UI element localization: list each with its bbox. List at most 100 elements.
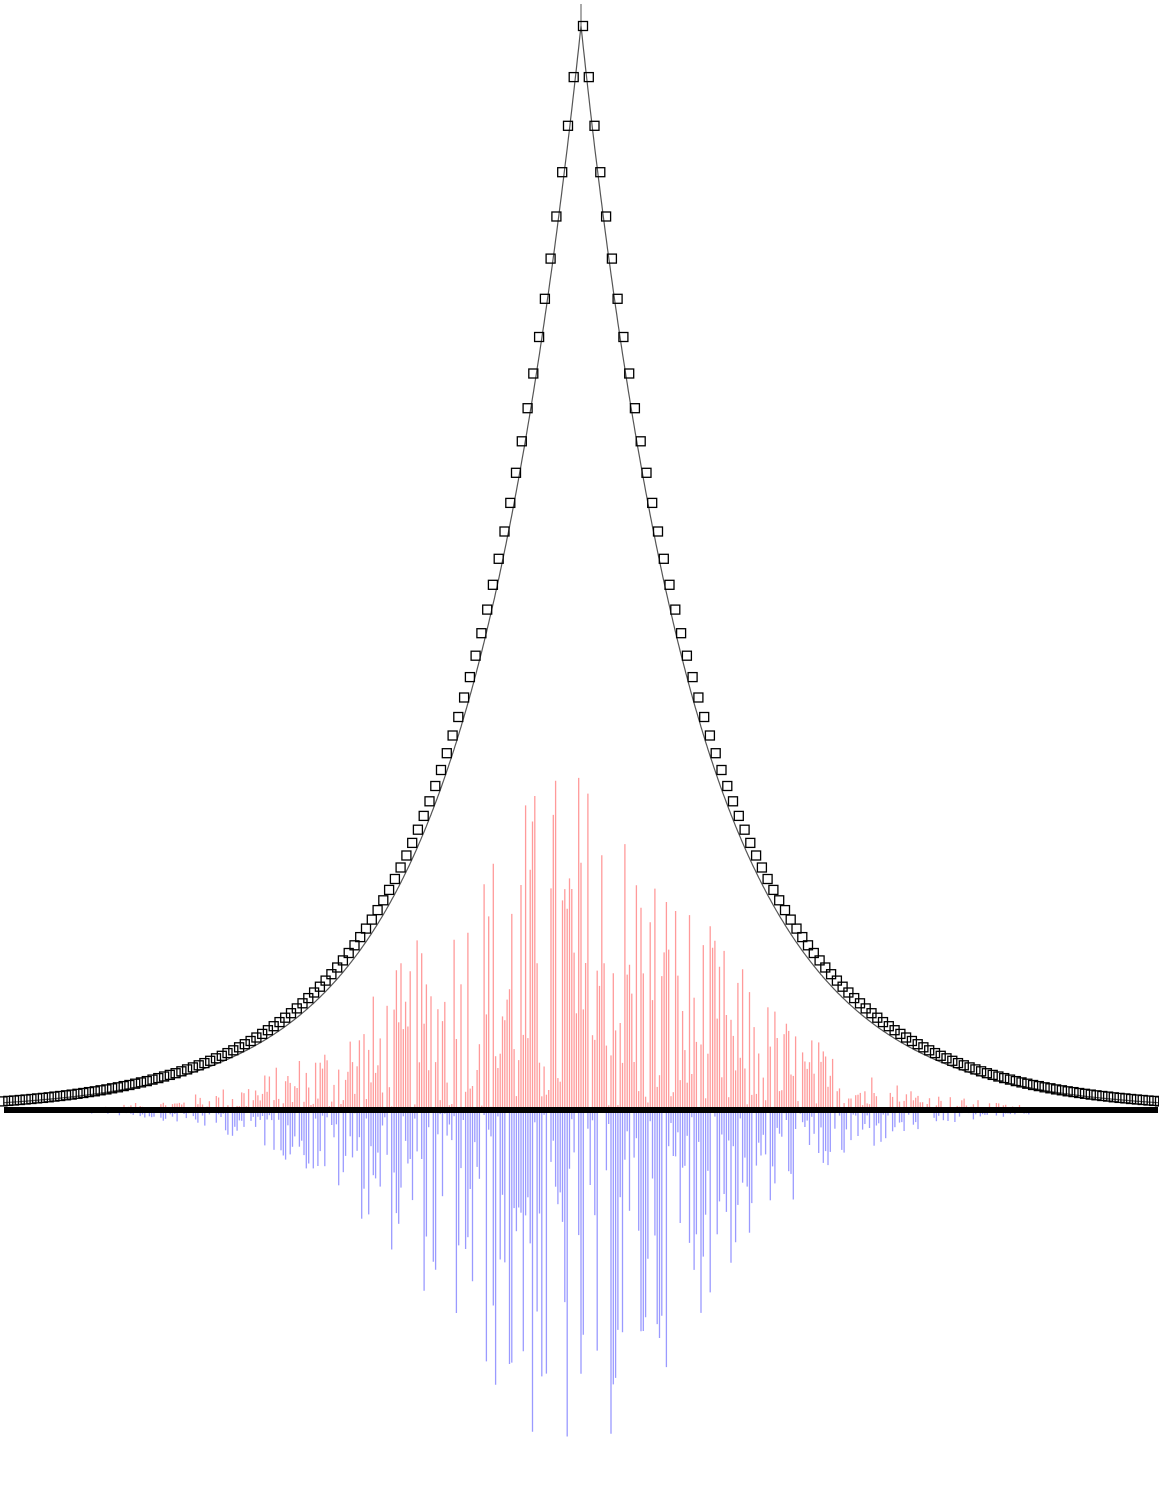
data-point-marker bbox=[577, 20, 589, 32]
data-point-marker bbox=[750, 850, 762, 861]
data-point-marker bbox=[1085, 1089, 1096, 1100]
data-point-marker bbox=[147, 1074, 158, 1085]
data-point-marker bbox=[383, 884, 395, 896]
data-point-marker bbox=[199, 1057, 210, 1069]
data-point-marker bbox=[164, 1069, 175, 1081]
data-point-marker bbox=[187, 1062, 199, 1073]
data-point-marker bbox=[528, 368, 539, 379]
data-point-marker bbox=[297, 998, 308, 1009]
data-point-marker bbox=[499, 526, 510, 537]
data-point-marker bbox=[458, 692, 470, 703]
data-point-marker bbox=[1108, 1092, 1119, 1103]
data-point-marker bbox=[539, 293, 551, 304]
data-point-marker bbox=[895, 1028, 906, 1040]
data-point-marker bbox=[802, 940, 814, 951]
data-point-marker bbox=[447, 730, 458, 741]
data-point-marker bbox=[424, 796, 435, 807]
data-point-marker bbox=[1010, 1075, 1021, 1087]
data-point-marker bbox=[522, 403, 533, 414]
data-point-marker bbox=[975, 1066, 987, 1077]
data-point-marker bbox=[43, 1092, 54, 1103]
data-point-marker bbox=[37, 1092, 49, 1104]
data-point-marker bbox=[568, 71, 579, 83]
data-point-marker bbox=[583, 71, 594, 83]
data-point-marker bbox=[176, 1066, 187, 1077]
data-point-marker bbox=[389, 873, 401, 885]
data-point-marker bbox=[26, 1093, 37, 1105]
data-point-marker bbox=[516, 436, 527, 447]
data-point-marker bbox=[308, 987, 320, 998]
data-point-marker bbox=[808, 947, 819, 959]
data-point-marker bbox=[0, 1096, 8, 1107]
data-point-marker bbox=[889, 1025, 900, 1036]
data-point-marker bbox=[641, 467, 652, 478]
data-point-marker bbox=[95, 1085, 106, 1096]
data-point-marker bbox=[964, 1062, 975, 1073]
data-point-marker bbox=[14, 1094, 25, 1106]
data-point-marker bbox=[1033, 1080, 1044, 1092]
data-point-marker bbox=[941, 1053, 952, 1064]
data-point-marker bbox=[1114, 1092, 1125, 1104]
data-point-marker bbox=[1120, 1093, 1131, 1104]
data-point-marker bbox=[785, 914, 796, 925]
data-point-marker bbox=[912, 1039, 923, 1050]
data-point-marker bbox=[1004, 1074, 1016, 1085]
data-point-marker bbox=[8, 1095, 20, 1106]
data-point-marker bbox=[924, 1045, 935, 1056]
data-point-marker bbox=[493, 553, 504, 564]
data-point-marker bbox=[629, 403, 641, 414]
data-point-marker bbox=[551, 211, 562, 222]
data-point-marker bbox=[762, 873, 773, 885]
data-point-marker bbox=[505, 497, 516, 509]
data-point-marker bbox=[797, 931, 808, 943]
data-point-marker bbox=[181, 1064, 193, 1075]
data-point-marker bbox=[470, 650, 481, 661]
data-point-marker bbox=[60, 1090, 72, 1101]
data-point-marker bbox=[831, 975, 843, 986]
data-point-marker bbox=[349, 940, 360, 951]
data-point-marker bbox=[687, 671, 698, 683]
data-point-marker bbox=[820, 962, 831, 973]
data-point-marker bbox=[681, 650, 693, 661]
data-point-marker bbox=[958, 1060, 969, 1071]
data-point-marker bbox=[987, 1069, 998, 1081]
data-point-marker bbox=[366, 914, 377, 925]
data-point-marker bbox=[670, 604, 681, 615]
data-point-marker bbox=[947, 1055, 958, 1066]
data-point-marker bbox=[710, 748, 721, 759]
data-point-marker bbox=[733, 810, 744, 822]
data-point-marker bbox=[618, 331, 629, 343]
data-point-marker bbox=[401, 850, 412, 861]
data-point-marker bbox=[101, 1084, 112, 1095]
data-point-marker bbox=[1125, 1093, 1137, 1105]
data-point-marker bbox=[624, 368, 635, 379]
data-point-marker bbox=[205, 1055, 216, 1066]
data-point-marker bbox=[1131, 1094, 1143, 1105]
data-point-marker bbox=[739, 824, 750, 835]
data-point-marker bbox=[441, 748, 452, 759]
data-point-marker bbox=[106, 1083, 118, 1094]
data-point-marker bbox=[210, 1053, 222, 1064]
data-point-marker bbox=[257, 1028, 268, 1040]
data-point-marker bbox=[124, 1079, 135, 1091]
data-point-marker bbox=[756, 862, 768, 873]
data-point-marker bbox=[635, 436, 646, 447]
data-point-marker bbox=[464, 671, 476, 683]
data-point-marker bbox=[72, 1088, 83, 1099]
data-point-marker bbox=[55, 1090, 66, 1102]
data-point-marker bbox=[476, 628, 487, 639]
data-point-marker bbox=[193, 1060, 204, 1071]
data-point-marker bbox=[1068, 1086, 1079, 1098]
data-point-marker bbox=[1022, 1078, 1033, 1089]
data-point-marker bbox=[228, 1045, 239, 1056]
data-point-marker bbox=[510, 467, 522, 478]
data-point-marker bbox=[435, 764, 447, 776]
data-point-marker bbox=[606, 253, 618, 264]
data-point-marker bbox=[1045, 1083, 1056, 1094]
data-point-marker bbox=[303, 992, 314, 1004]
data-point-marker bbox=[1137, 1094, 1148, 1106]
data-point-marker bbox=[112, 1082, 124, 1093]
data-point-marker bbox=[1050, 1084, 1062, 1095]
